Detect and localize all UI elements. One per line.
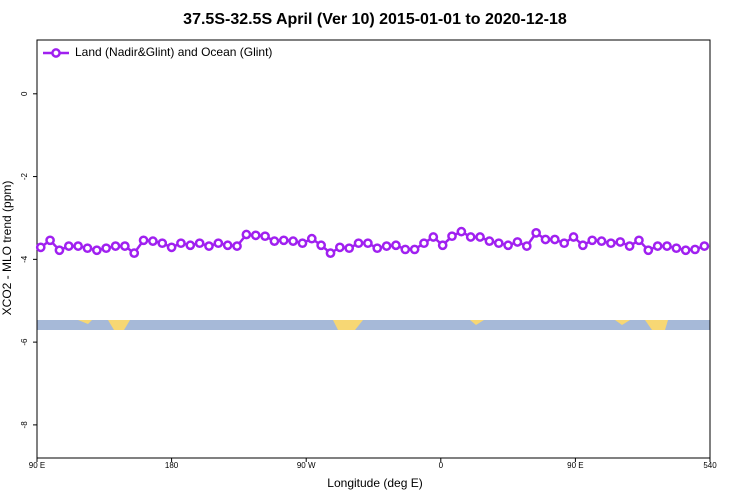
- data-point: [615, 237, 626, 247]
- y-tick-label: -4: [20, 255, 29, 263]
- data-point: [260, 231, 270, 242]
- data-point: [148, 236, 158, 246]
- land: [108, 320, 130, 330]
- data-point: [204, 241, 214, 251]
- data-point: [157, 238, 168, 249]
- data-point: [437, 240, 448, 251]
- data-point: [120, 241, 130, 251]
- data-point: [690, 244, 700, 255]
- data-point: [306, 233, 317, 244]
- x-tick-label: 180: [165, 461, 179, 470]
- data-point: [391, 240, 401, 251]
- data-point: [512, 237, 523, 247]
- data-point: [325, 248, 336, 258]
- data-point: [297, 238, 308, 249]
- data-point: [194, 238, 205, 249]
- data-point: [531, 228, 541, 238]
- data-point: [540, 234, 551, 245]
- data-point: [363, 238, 373, 249]
- map-strip: [37, 320, 710, 330]
- data-point: [63, 241, 74, 251]
- data-point: [278, 235, 289, 246]
- data-point: [213, 238, 224, 249]
- data-point: [110, 241, 121, 251]
- data-point: [493, 238, 504, 249]
- y-tick-label: -6: [20, 338, 29, 346]
- land: [470, 320, 484, 325]
- y-tick-label: -8: [20, 421, 29, 429]
- data-point: [465, 232, 476, 242]
- land: [78, 320, 92, 324]
- x-tick-label: 90 W: [297, 461, 316, 470]
- data-point: [549, 234, 560, 245]
- data-point: [521, 241, 532, 251]
- data-point: [129, 248, 140, 258]
- data-point: [680, 245, 691, 256]
- data-point: [409, 244, 420, 255]
- data-point: [503, 240, 513, 251]
- data-point: [652, 241, 663, 251]
- data-point: [353, 238, 364, 249]
- data-point: [335, 242, 345, 253]
- land: [333, 320, 363, 330]
- data-point: [578, 240, 588, 251]
- y-tick-label: 0: [20, 91, 29, 96]
- data-point: [73, 241, 83, 251]
- y-axis-label: XCO2 - MLO trend (ppm): [0, 181, 14, 316]
- x-tick-label: 540: [703, 461, 717, 470]
- data-point: [484, 236, 495, 246]
- chart-title: 37.5S-32.5S April (Ver 10) 2015-01-01 to…: [183, 11, 567, 28]
- data-point: [45, 235, 55, 246]
- data-point: [606, 238, 616, 249]
- data-point: [54, 245, 65, 256]
- data-point: [241, 229, 252, 240]
- data-point: [35, 242, 46, 253]
- data-point: [232, 241, 242, 251]
- data-point: [428, 232, 439, 242]
- data-point: [671, 243, 682, 254]
- data-point: [166, 242, 177, 253]
- data-point: [587, 235, 598, 246]
- data-point: [419, 238, 429, 249]
- data-point: [400, 244, 411, 255]
- data-point: [222, 240, 233, 251]
- x-tick-label: 0: [439, 461, 444, 470]
- y-tick-label: -2: [20, 172, 29, 180]
- ocean: [37, 320, 710, 330]
- legend-marker: [51, 48, 61, 58]
- data-point: [138, 235, 149, 246]
- x-tick-label: 90 E: [567, 461, 583, 470]
- data-point: [447, 231, 457, 242]
- data-point: [91, 245, 102, 256]
- data-point: [316, 240, 327, 251]
- data-point: [596, 236, 607, 246]
- data-point: [643, 245, 654, 256]
- data-point: [699, 241, 710, 251]
- data-point: [288, 236, 298, 246]
- land: [615, 320, 630, 325]
- land: [645, 320, 668, 330]
- data-point: [250, 230, 261, 241]
- data-point: [185, 240, 196, 251]
- data-point: [559, 238, 570, 249]
- data-point: [624, 241, 635, 251]
- data-point: [372, 243, 383, 254]
- data-point: [381, 241, 392, 251]
- data-point: [568, 232, 579, 242]
- data-point: [634, 235, 644, 246]
- data-point: [82, 243, 93, 254]
- legend-label: Land (Nadir&Glint) and Ocean (Glint): [75, 45, 272, 59]
- data-point: [344, 243, 355, 254]
- data-point: [269, 236, 280, 246]
- x-tick-label: 90 E: [29, 461, 45, 470]
- data-point: [176, 238, 186, 249]
- data-point: [456, 226, 467, 237]
- data-point: [662, 241, 672, 251]
- x-axis-label: Longitude (deg E): [327, 476, 422, 490]
- data-point: [101, 243, 112, 254]
- data-point: [475, 232, 485, 242]
